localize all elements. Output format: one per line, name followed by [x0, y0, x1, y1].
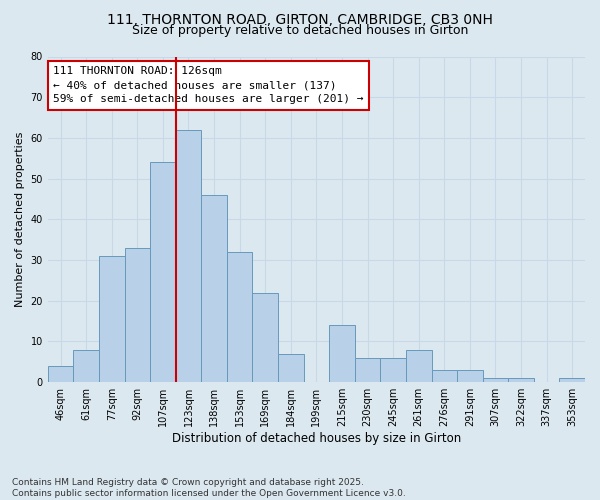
Text: Size of property relative to detached houses in Girton: Size of property relative to detached ho… [132, 24, 468, 37]
Bar [508, 378, 534, 382]
Bar [99, 256, 125, 382]
X-axis label: Distribution of detached houses by size in Girton: Distribution of detached houses by size … [172, 432, 461, 445]
Bar [482, 378, 508, 382]
Text: Contains HM Land Registry data © Crown copyright and database right 2025.
Contai: Contains HM Land Registry data © Crown c… [12, 478, 406, 498]
Bar [253, 292, 278, 382]
Y-axis label: Number of detached properties: Number of detached properties [15, 132, 25, 307]
Bar [559, 378, 585, 382]
Text: 111, THORNTON ROAD, GIRTON, CAMBRIDGE, CB3 0NH: 111, THORNTON ROAD, GIRTON, CAMBRIDGE, C… [107, 12, 493, 26]
Bar [329, 325, 355, 382]
Bar [125, 248, 150, 382]
Bar [150, 162, 176, 382]
Bar [355, 358, 380, 382]
Bar [201, 195, 227, 382]
Bar [73, 350, 99, 382]
Bar [431, 370, 457, 382]
Bar [278, 354, 304, 382]
Text: 111 THORNTON ROAD: 126sqm
← 40% of detached houses are smaller (137)
59% of semi: 111 THORNTON ROAD: 126sqm ← 40% of detac… [53, 66, 364, 104]
Bar [48, 366, 73, 382]
Bar [457, 370, 482, 382]
Bar [406, 350, 431, 382]
Bar [227, 252, 253, 382]
Bar [380, 358, 406, 382]
Bar [176, 130, 201, 382]
